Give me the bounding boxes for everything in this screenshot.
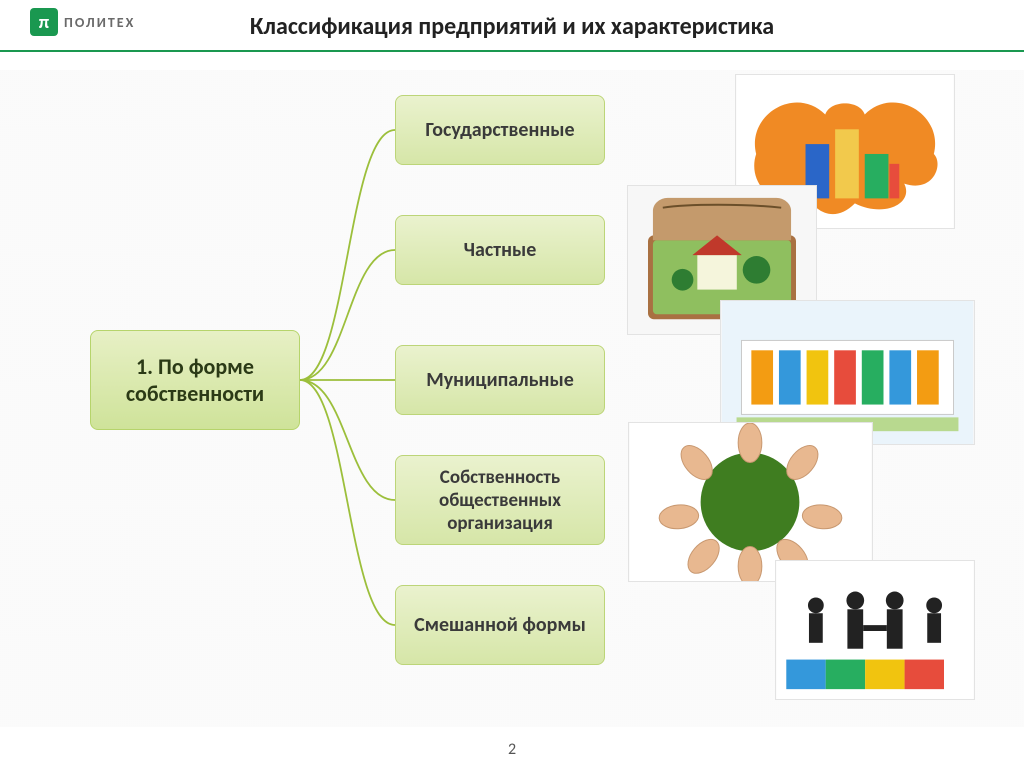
child-node-3-label: Собственность общественных организация [404,466,596,535]
child-node-3: Собственность общественных организация [395,455,605,545]
child-node-1: Частные [395,215,605,285]
hands-circle-illustration [628,422,873,582]
child-node-0: Государственные [395,95,605,165]
page-number: 2 [0,740,1024,759]
child-node-2-label: Муниципальные [426,368,574,392]
child-node-0-label: Государственные [425,118,574,142]
child-node-4: Смешанной формы [395,585,605,665]
people-handshake-illustration [775,560,975,700]
placeholder-svg [776,561,974,699]
child-node-4-label: Смешанной формы [414,613,586,637]
root-node: 1. По форме собственности [90,330,300,430]
slide: π ПОЛИТЕХ Классификация предприятий и их… [0,0,1024,767]
child-node-2: Муниципальные [395,345,605,415]
child-node-1-label: Частные [464,238,537,262]
placeholder-svg [629,423,872,581]
root-node-label: 1. По форме собственности [99,353,291,407]
